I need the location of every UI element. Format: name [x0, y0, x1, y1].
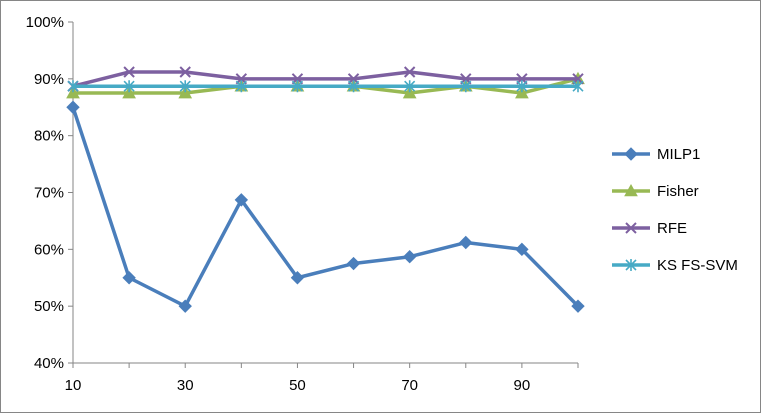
x-tick-label: 50 — [289, 377, 306, 394]
series-line-milp1 — [71, 106, 580, 308]
y-tick-label: 100% — [26, 14, 64, 31]
data-point-milp1 — [515, 242, 529, 257]
data-point-milp1 — [571, 299, 585, 313]
series-milp1 — [66, 100, 585, 313]
y-tick-label: 50% — [34, 298, 64, 315]
data-point-fisher — [66, 86, 80, 99]
y-tick-label: 90% — [34, 71, 64, 88]
data-point-ks-fs-svm — [67, 80, 79, 93]
y-tick-label: 60% — [34, 241, 64, 258]
data-point-ks-fs-svm — [123, 80, 135, 93]
x-axis-ticks: 10 30 50 70 90 — [65, 363, 579, 394]
data-point-ks-fs-svm — [347, 80, 360, 93]
legend-item-milp1: MILP1 — [612, 146, 700, 163]
data-point-ks-fs-svm — [516, 80, 528, 93]
data-point-rfe — [123, 66, 135, 78]
data-point-fisher — [515, 86, 529, 99]
series-layer — [66, 66, 585, 313]
legend-marker — [625, 259, 637, 271]
data-point-milp1 — [234, 193, 249, 207]
data-point-ks-fs-svm — [404, 80, 416, 93]
x-tick-label: 70 — [401, 377, 418, 394]
legend-label: MILP1 — [657, 146, 700, 163]
data-point-ks-fs-svm — [291, 80, 304, 93]
y-tick-label: 40% — [34, 355, 64, 372]
legend: MILP1 Fisher RFE KS FS-SVM — [612, 146, 738, 274]
x-tick-label: 30 — [177, 377, 194, 394]
y-tick-label: 80% — [34, 128, 64, 145]
data-point-ks-fs-svm — [460, 80, 472, 93]
legend-item-fisher: Fisher — [612, 183, 699, 200]
data-point-milp1 — [178, 299, 192, 313]
x-tick-label: 90 — [514, 377, 531, 394]
data-point-milp1 — [346, 256, 361, 271]
data-point-fisher — [402, 86, 417, 99]
data-point-rfe — [179, 66, 191, 78]
x-tick-label: 10 — [65, 377, 82, 394]
data-point-milp1 — [402, 250, 417, 264]
legend-marker — [624, 183, 638, 197]
y-axis-ticks: 40% 50% 60% 70% 80% 90% 100% — [26, 14, 73, 372]
y-tick-label: 70% — [34, 185, 64, 202]
data-point-milp1 — [290, 271, 305, 285]
data-point-ks-fs-svm — [179, 80, 191, 93]
data-point-milp1 — [66, 100, 80, 114]
legend-item-rfe: RFE — [612, 220, 687, 237]
data-point-fisher — [122, 86, 136, 99]
legend-item-ks-fs-svm: KS FS-SVM — [612, 257, 738, 274]
data-point-milp1 — [459, 235, 473, 250]
legend-label: Fisher — [657, 183, 699, 200]
legend-marker — [624, 147, 638, 161]
legend-label: KS FS-SVM — [657, 257, 738, 274]
data-point-rfe — [403, 66, 416, 78]
data-point-milp1 — [122, 271, 136, 285]
data-point-fisher — [178, 86, 193, 99]
series-ks-fs-svm — [67, 80, 584, 93]
data-point-ks-fs-svm — [235, 80, 247, 93]
legend-label: RFE — [657, 220, 687, 237]
data-point-ks-fs-svm — [572, 80, 584, 93]
series-line-rfe — [72, 70, 578, 88]
legend-marker — [625, 222, 637, 234]
